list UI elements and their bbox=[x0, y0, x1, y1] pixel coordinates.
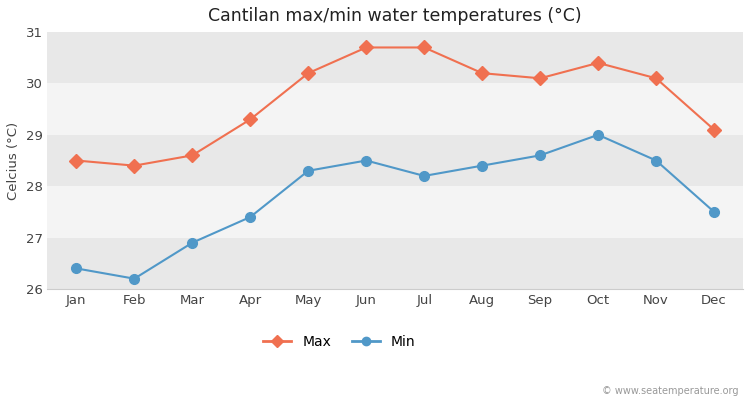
Max bbox=[652, 76, 661, 81]
Min bbox=[536, 153, 544, 158]
Line: Min: Min bbox=[71, 130, 719, 284]
Max bbox=[593, 60, 602, 65]
Min bbox=[420, 174, 429, 178]
Y-axis label: Celcius (°C): Celcius (°C) bbox=[7, 122, 20, 200]
Bar bbox=[47, 135, 743, 186]
Bar bbox=[47, 84, 743, 135]
Max bbox=[72, 158, 81, 163]
Max bbox=[420, 45, 429, 50]
Bar bbox=[47, 32, 743, 84]
Max bbox=[478, 71, 487, 76]
Line: Max: Max bbox=[71, 43, 719, 170]
Min bbox=[130, 276, 139, 281]
Max bbox=[710, 127, 718, 132]
Max bbox=[246, 117, 255, 122]
Bar bbox=[47, 238, 743, 289]
Max bbox=[130, 163, 139, 168]
Max bbox=[536, 76, 544, 81]
Title: Cantilan max/min water temperatures (°C): Cantilan max/min water temperatures (°C) bbox=[209, 7, 582, 25]
Max bbox=[188, 153, 196, 158]
Legend: Max, Min: Max, Min bbox=[258, 329, 422, 354]
Min bbox=[304, 168, 313, 173]
Min bbox=[362, 158, 370, 163]
Max bbox=[362, 45, 370, 50]
Min bbox=[188, 240, 196, 245]
Min bbox=[246, 215, 255, 220]
Min bbox=[478, 163, 487, 168]
Min bbox=[710, 210, 718, 214]
Min bbox=[652, 158, 661, 163]
Text: © www.seatemperature.org: © www.seatemperature.org bbox=[602, 386, 739, 396]
Bar bbox=[47, 186, 743, 238]
Max bbox=[304, 71, 313, 76]
Min bbox=[72, 266, 81, 271]
Min bbox=[593, 132, 602, 137]
